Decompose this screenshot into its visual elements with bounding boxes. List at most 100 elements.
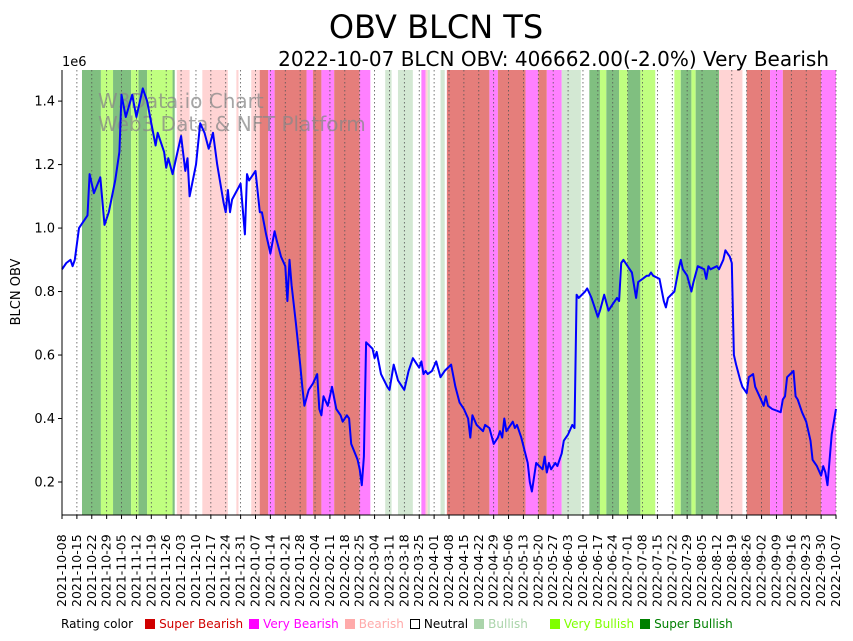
band-bearish <box>719 70 743 515</box>
band-very-bullish <box>691 70 696 515</box>
x-tick-label: 2022-04-01 <box>426 534 441 607</box>
x-tick-label: 2022-06-24 <box>605 534 620 607</box>
legend-swatch <box>409 619 420 629</box>
x-tick-label: 2022-10-07 <box>828 534 843 607</box>
legend-swatch <box>344 619 355 629</box>
legend-item: Bearish <box>344 617 404 631</box>
band-very-bullish <box>131 70 139 515</box>
legend: Rating color Super Bearish Very Bearish Be… <box>61 617 739 631</box>
x-tick-label: 2022-09-16 <box>783 534 798 607</box>
x-tick-label: 2022-08-19 <box>724 534 739 607</box>
x-tick-label: 2021-11-12 <box>128 534 143 607</box>
band-super-bearish <box>274 70 307 515</box>
x-tick-label: 2022-09-23 <box>798 534 813 607</box>
x-tick-label: 2021-12-17 <box>203 534 218 607</box>
band-super-bearish <box>334 70 360 515</box>
x-tick-label: 2022-03-04 <box>367 534 382 607</box>
x-tick-label: 2022-01-07 <box>248 534 263 607</box>
legend-item: Super Bullish <box>640 617 733 631</box>
legend-swatch <box>549 619 560 629</box>
band-super-bearish <box>497 70 526 515</box>
y-tick-label: 0.4 <box>34 412 55 427</box>
x-tick-label: 2021-10-15 <box>69 534 84 607</box>
x-tick-label: 2022-07-15 <box>649 534 664 607</box>
band-very-bearish <box>489 70 498 515</box>
legend-item: Neutral <box>409 617 469 631</box>
x-tick-label: 2021-10-08 <box>54 534 69 607</box>
x-tick-label: 2022-01-21 <box>277 534 292 607</box>
legend-label: Very Bullish <box>563 617 635 631</box>
band-bearish <box>236 70 239 515</box>
band-super-bullish <box>627 70 641 515</box>
y-multiplier: 1e6 <box>62 55 87 70</box>
x-tick-label: 2022-05-20 <box>530 534 545 607</box>
x-tick-label: 2022-04-15 <box>456 534 471 607</box>
x-tick-label: 2021-10-29 <box>99 534 114 607</box>
series-layer <box>61 87 837 493</box>
legend-title: Rating color <box>61 617 134 631</box>
x-tick-label: 2021-11-19 <box>143 534 158 607</box>
band-bullish <box>397 70 413 515</box>
band-bullish <box>427 70 430 515</box>
x-tick-label: 2021-12-31 <box>233 534 248 607</box>
band-super-bullish <box>695 70 720 515</box>
y-tick-label: 0.2 <box>34 475 55 490</box>
x-tick-label: 2022-04-22 <box>471 534 486 607</box>
y-tick-label: 0.6 <box>34 349 55 364</box>
band-very-bearish <box>268 70 275 515</box>
band-bullish <box>561 70 581 515</box>
legend-label: Bullish <box>488 617 528 631</box>
x-tick-label: 2022-09-02 <box>754 534 769 607</box>
legend-label: Neutral <box>423 617 469 631</box>
y-tick-label: 1.2 <box>34 158 55 173</box>
x-tick-label: 2022-09-30 <box>813 534 828 607</box>
legend-label: Very Bearish <box>263 617 339 631</box>
band-super-bullish <box>589 70 600 515</box>
axes: 2021-10-08 2021-10-15 2021-10-22 2021-10-29… <box>34 70 843 607</box>
x-tick-label: 2022-08-12 <box>709 534 724 607</box>
x-tick-label: 2022-03-11 <box>381 534 396 607</box>
band-super-bullish <box>172 70 175 515</box>
band-super-bullish <box>680 70 692 515</box>
band-bullish <box>385 70 392 515</box>
band-super-bullish <box>138 70 148 515</box>
x-tick-label: 2021-12-10 <box>188 534 203 607</box>
band-super-bullish <box>606 70 620 515</box>
x-tick-label: 2022-03-18 <box>396 534 411 607</box>
legend-swatch <box>249 619 260 629</box>
band-very-bearish <box>525 70 539 515</box>
legend-items: Super Bearish Very Bearish Bearish Neutral B… <box>145 617 739 631</box>
x-tick-label: 2022-07-08 <box>635 534 650 607</box>
band-very-bullish <box>619 70 628 515</box>
legend-item: Very Bearish <box>249 617 339 631</box>
legend-swatch <box>640 619 651 629</box>
chart-title: OBV BLCN TS <box>329 8 543 46</box>
rating-bands <box>81 70 836 515</box>
band-super-bearish <box>312 70 322 515</box>
band-super-bullish <box>81 70 101 515</box>
x-tick-label: 2022-03-25 <box>411 534 426 607</box>
legend-swatch <box>474 619 485 629</box>
x-tick-label: 2022-02-25 <box>352 534 367 607</box>
band-very-bearish <box>359 70 371 515</box>
band-super-bullish <box>113 70 132 515</box>
obv-line <box>61 87 837 493</box>
band-very-bearish <box>770 70 783 515</box>
band-bearish <box>425 70 428 515</box>
x-tick-label: 2022-04-08 <box>441 534 456 607</box>
legend-label: Super Bearish <box>159 617 244 631</box>
x-tick-label: 2022-07-22 <box>664 534 679 607</box>
x-tick-label: 2022-02-18 <box>337 534 352 607</box>
band-very-bullish <box>599 70 607 515</box>
band-very-bullish <box>640 70 656 515</box>
legend-label: Bearish <box>358 617 404 631</box>
x-tick-label: 2022-08-05 <box>694 534 709 607</box>
x-tick-label: 2022-02-04 <box>307 534 322 607</box>
watermark-line-2: Web3 Data & NFT Platform <box>98 112 366 136</box>
band-bullish <box>440 70 445 515</box>
x-tick-label: 2022-04-29 <box>486 534 501 607</box>
x-tick-label: 2021-12-24 <box>218 534 233 607</box>
legend-item: Very Bullish <box>549 617 635 631</box>
